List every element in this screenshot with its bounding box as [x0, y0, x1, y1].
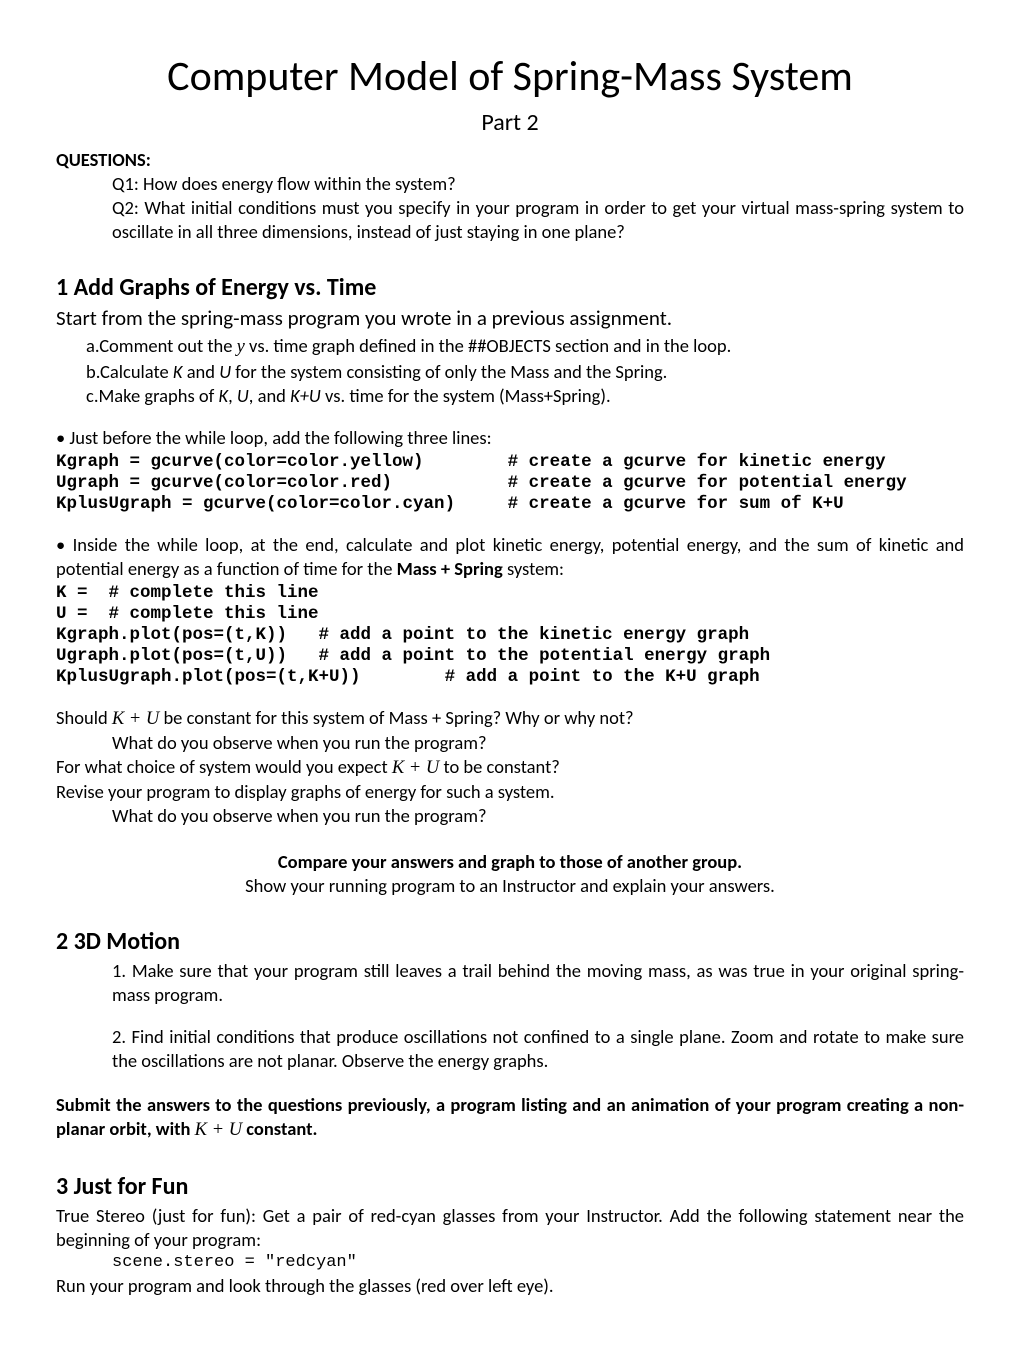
q-choice: For what choice of system would you expe… — [56, 755, 964, 780]
step-c: c.Make graphs of K, U, and K+U vs. time … — [86, 384, 964, 408]
step-b-post: for the system consisting of only the Ma… — [231, 360, 667, 383]
q-should-post: be constant for this system of Mass + Sp… — [159, 706, 633, 729]
q-ku-1: K + U — [112, 709, 159, 729]
step-c-m2: , and — [249, 384, 290, 407]
sec3-run: Run your program and look through the gl… — [56, 1274, 964, 1298]
step-b-mid: and — [183, 360, 220, 383]
sec3-code: scene.stereo = "redcyan" — [112, 1252, 964, 1274]
step-c-ku: K+U — [290, 384, 321, 407]
section-2-heading: 2 3D Motion — [56, 926, 964, 957]
step-c-k: K — [218, 384, 228, 407]
page-subtitle: Part 2 — [56, 107, 964, 138]
step-a-post: vs. time graph defined in the ##OBJECTS … — [245, 334, 731, 357]
q-observe-2: What do you observe when you run the pro… — [112, 804, 964, 828]
step-c-post: vs. time for the system (Mass+Spring). — [321, 384, 611, 407]
sec2-item-2: 2. Find initial conditions that produce … — [112, 1025, 964, 1073]
step-a-pre: a.Comment out the — [86, 334, 237, 357]
bullet-inside-loop: • Inside the while loop, at the end, cal… — [56, 533, 964, 581]
q-choice-pre: For what choice of system would you expe… — [56, 755, 392, 778]
q-observe-1: What do you observe when you run the pro… — [112, 731, 964, 755]
submit-ku: K + U — [195, 1120, 242, 1140]
page-title: Computer Model of Spring-Mass System — [56, 50, 964, 105]
bullet2-post: system: — [503, 557, 564, 580]
bullet-before-loop: • Just before the while loop, add the fo… — [56, 426, 964, 450]
section-1-heading: 1 Add Graphs of Energy vs. Time — [56, 272, 964, 303]
step-b-pre: b.Calculate — [86, 360, 173, 383]
sec3-body: True Stereo (just for fun): Get a pair o… — [56, 1204, 964, 1252]
submit-pre: Submit the answers to the questions prev… — [56, 1093, 964, 1140]
submit-post: constant. — [242, 1117, 317, 1140]
bullet2-bold: Mass + Spring — [397, 557, 503, 580]
section-1-intro: Start from the spring-mass program you w… — [56, 305, 964, 332]
step-c-m1: , — [228, 384, 237, 407]
q-should: Should K + U be constant for this system… — [56, 706, 964, 731]
q-revise: Revise your program to display graphs of… — [56, 780, 964, 804]
step-b: b.Calculate K and U for the system consi… — [86, 360, 964, 384]
step-a: a.Comment out the y vs. time graph defin… — [86, 334, 964, 359]
q-should-pre: Should — [56, 706, 112, 729]
step-c-u: U — [237, 384, 249, 407]
step-c-pre: c.Make graphs of — [86, 384, 218, 407]
section-3-heading: 3 Just for Fun — [56, 1171, 964, 1202]
q-choice-post: to be constant? — [439, 755, 560, 778]
step-b-k: K — [173, 360, 183, 383]
step-a-y: y — [237, 337, 245, 357]
questions-label: QUESTIONS: — [56, 148, 964, 172]
sec2-item-1: 1. Make sure that your program still lea… — [112, 959, 964, 1007]
step-b-u: U — [219, 360, 231, 383]
show-line: Show your running program to an Instruct… — [56, 874, 964, 898]
question-2: Q2: What initial conditions must you spe… — [112, 196, 964, 244]
compare-line: Compare your answers and graph to those … — [56, 850, 964, 874]
question-1: Q1: How does energy flow within the syst… — [112, 172, 964, 196]
submit-line: Submit the answers to the questions prev… — [56, 1093, 964, 1142]
code-block-1: Kgraph = gcurve(color=color.yellow) # cr… — [56, 452, 964, 515]
q-ku-2: K + U — [392, 758, 439, 778]
code-block-2: K = # complete this line U = # complete … — [56, 583, 964, 688]
